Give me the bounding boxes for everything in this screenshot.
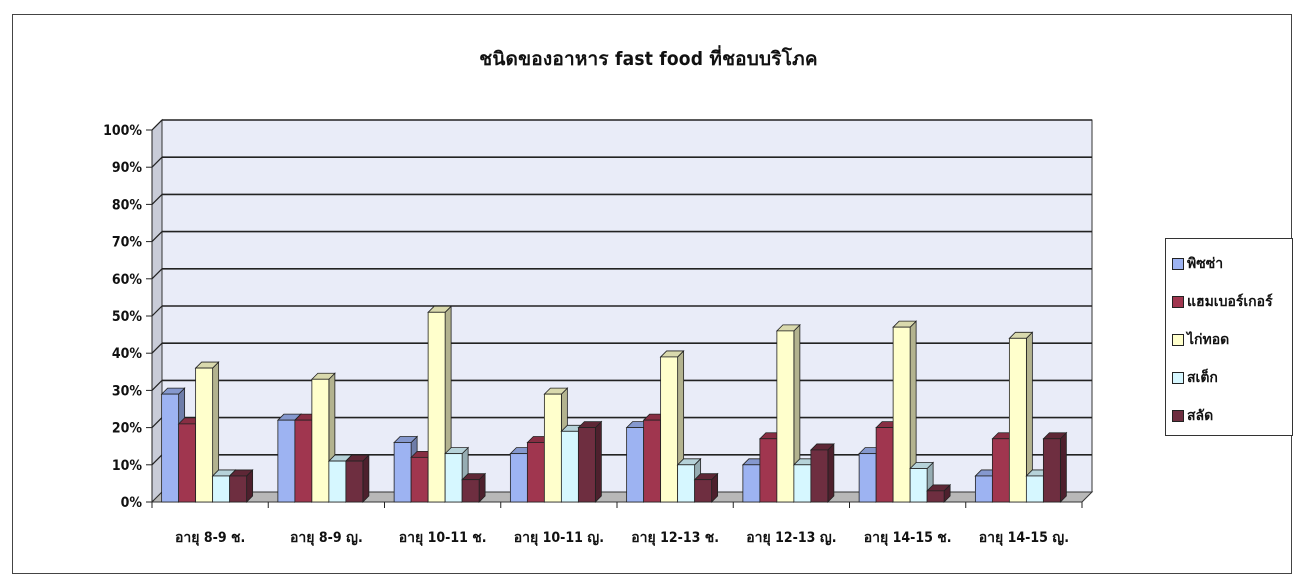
bar <box>1025 475 1044 503</box>
legend-item: แฮมเบอร์เกอร์ <box>1172 283 1292 321</box>
bar <box>694 479 713 503</box>
bar <box>311 378 330 503</box>
gridline-side <box>151 119 163 131</box>
legend-swatch <box>1172 410 1184 422</box>
x-tick-label: อายุ 8-9 ช. <box>175 530 245 546</box>
bar-side <box>362 454 370 503</box>
bar <box>526 442 545 503</box>
y-tick-label: 20% <box>112 421 143 437</box>
bar <box>461 479 480 503</box>
x-tick-label: อายุ 12-13 ช. <box>631 530 719 546</box>
bar <box>543 393 562 503</box>
bar <box>858 453 877 503</box>
legend-swatch <box>1172 258 1184 270</box>
legend-label: ไก่ทอด <box>1187 332 1230 348</box>
bar <box>294 419 313 503</box>
bar <box>742 464 761 503</box>
gridline-side <box>151 305 163 317</box>
x-tick-label: อายุ 10-11 ช. <box>399 530 487 546</box>
y-tick-label: 80% <box>112 197 143 213</box>
bar <box>345 460 364 503</box>
bar <box>677 464 696 503</box>
gridline-side <box>151 342 163 354</box>
y-tick-label: 40% <box>112 346 143 362</box>
bar <box>560 430 579 503</box>
bar <box>509 453 528 503</box>
bar <box>643 419 662 503</box>
bar <box>1042 438 1061 503</box>
legend-label: แฮมเบอร์เกอร์ <box>1187 294 1273 310</box>
bar <box>793 464 812 503</box>
bar <box>178 423 197 503</box>
y-tick-label: 30% <box>112 383 143 399</box>
bar <box>776 330 795 503</box>
bar <box>328 460 347 503</box>
bar-side <box>827 442 835 503</box>
bar <box>926 490 945 503</box>
legend-item: ไก่ทอด <box>1172 321 1292 359</box>
bar <box>810 449 829 503</box>
x-tick-label: อายุ 8-9 ญ. <box>290 530 363 546</box>
bar <box>161 393 180 503</box>
gridline-side <box>151 193 163 205</box>
gridline-side <box>151 268 163 280</box>
legend-label: สลัด <box>1187 408 1214 424</box>
legend-swatch <box>1172 296 1184 308</box>
gridline-side <box>151 231 163 243</box>
legend-item: สเต็ก <box>1172 359 1292 397</box>
bar <box>277 419 296 503</box>
legend-item: สลัด <box>1172 397 1292 435</box>
y-tick-label: 0% <box>121 495 143 511</box>
y-tick-label: 50% <box>112 309 143 325</box>
x-tick-label: อายุ 14-15 ญ. <box>979 530 1069 546</box>
gridline-side <box>151 417 163 429</box>
bar <box>393 442 412 503</box>
bar-side <box>594 420 602 503</box>
bar <box>991 438 1010 503</box>
y-tick-label: 90% <box>112 160 143 176</box>
y-tick-label: 100% <box>103 123 142 139</box>
legend: พิซซ่าแฮมเบอร์เกอร์ไก่ทอดสเต็กสลัด <box>1165 238 1293 436</box>
legend-swatch <box>1172 372 1184 384</box>
bar <box>974 475 993 503</box>
legend-swatch <box>1172 334 1184 346</box>
bar <box>1008 337 1027 503</box>
bar <box>410 456 429 503</box>
x-tick-label: อายุ 12-13 ญ. <box>746 530 836 546</box>
bar <box>212 475 231 503</box>
y-tick-label: 70% <box>112 235 143 251</box>
bar <box>427 311 446 503</box>
chart-title: ชนิดของอาหาร fast food ที่ชอบบริโภค <box>479 48 818 70</box>
legend-label: สเต็ก <box>1187 370 1218 386</box>
x-tick-label: อายุ 14-15 ช. <box>864 530 952 546</box>
bar <box>229 475 248 503</box>
x-tick-label: อายุ 10-11 ญ. <box>514 530 604 546</box>
bar-side <box>1059 431 1067 503</box>
bar <box>875 427 894 503</box>
bar <box>444 453 463 503</box>
bar <box>626 427 645 503</box>
bar <box>577 427 596 503</box>
bar <box>660 356 679 503</box>
bar <box>759 438 778 503</box>
y-tick-label: 60% <box>112 272 143 288</box>
legend-label: พิซซ่า <box>1187 256 1224 272</box>
bar <box>892 326 911 503</box>
gridline-side <box>151 156 163 168</box>
y-tick-label: 10% <box>112 458 143 474</box>
gridline-side <box>151 379 163 391</box>
bar <box>909 468 928 503</box>
gridline-side <box>151 454 163 466</box>
bar <box>195 367 214 503</box>
legend-item: พิซซ่า <box>1172 245 1292 283</box>
